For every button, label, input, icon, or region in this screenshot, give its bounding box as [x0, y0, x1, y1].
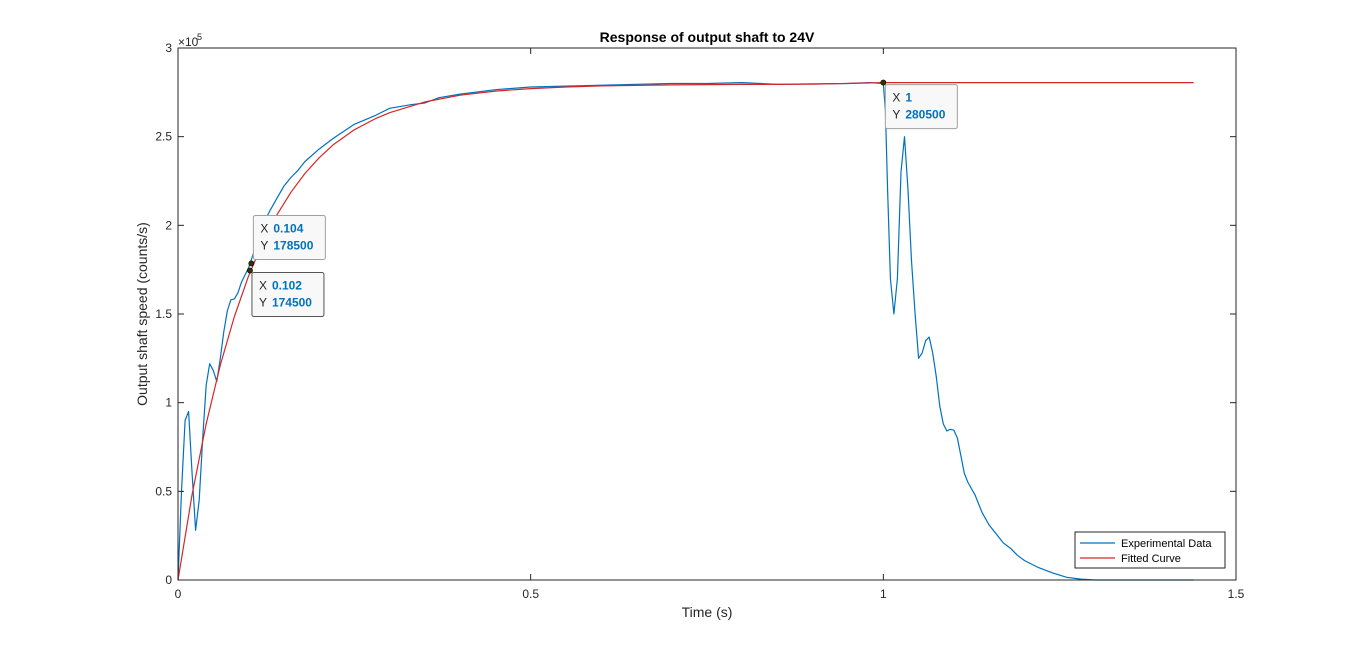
- y-tick-label: 2.5: [155, 130, 172, 144]
- datatip-marker[interactable]: [880, 79, 887, 86]
- legend-box: [1074, 531, 1226, 569]
- datatip-y-label: Y: [260, 238, 268, 252]
- y-tick-label: 0.5: [155, 484, 172, 498]
- legend: Experimental Data Fitted Curve: [1074, 531, 1226, 569]
- datatip-x-label: X: [892, 91, 900, 105]
- x-tick-label: 0: [175, 587, 182, 601]
- x-tick-label: 1: [880, 587, 887, 601]
- plot-background: [178, 48, 1236, 580]
- datatip-y-label: Y: [259, 296, 267, 310]
- y-tick-label: 3: [165, 41, 172, 55]
- y-exponent-power: 5: [197, 32, 202, 42]
- datatip-x-value: 0.102: [272, 279, 302, 293]
- ticks-layer: 0 0.5 1 1.5 0 0.5 1 1.5 2 2.5 3: [155, 41, 1244, 601]
- datatip-marker[interactable]: [247, 267, 253, 274]
- y-tick-label: 1.5: [155, 307, 172, 321]
- datatip-y-label: Y: [892, 108, 900, 122]
- datatip-x-value: 0.104: [273, 221, 303, 235]
- legend-label-experimental: Experimental Data: [1121, 538, 1212, 550]
- datatip-box: [884, 84, 958, 130]
- datatip-box: [251, 272, 325, 318]
- x-axis-label: Time (s): [682, 604, 733, 620]
- chart-title: Response of output shaft to 24V: [600, 29, 815, 45]
- series-layer: [177, 81, 1194, 581]
- datatip-x-label: X: [259, 279, 267, 293]
- x-tick-label: 1.5: [1228, 587, 1245, 601]
- datatip-box: [252, 214, 326, 260]
- y-tick-label: 2: [165, 218, 172, 232]
- datatip-x-label: X: [260, 221, 268, 235]
- y-tick-label: 1: [165, 396, 172, 410]
- legend-label-fitted: Fitted Curve: [1121, 553, 1181, 565]
- datatip-marker[interactable]: [248, 260, 255, 267]
- y-axis-label: Output shaft speed (counts/s): [134, 222, 150, 406]
- datatip-y-value: 280500: [905, 108, 945, 122]
- datatip-y-value: 178500: [273, 238, 313, 252]
- series-line-fitted-curve: [177, 81, 1194, 581]
- y-tick-label: 0: [165, 573, 172, 587]
- y-exponent: ×10 5: [178, 32, 202, 49]
- y-exponent-base: ×10: [178, 35, 199, 49]
- datatip-y-value: 174500: [272, 296, 312, 310]
- plot-box: [177, 47, 1237, 581]
- x-tick-label: 0.5: [522, 587, 539, 601]
- datatip-x-value: 1: [905, 91, 912, 105]
- series-line-experimental-data: [177, 81, 1194, 581]
